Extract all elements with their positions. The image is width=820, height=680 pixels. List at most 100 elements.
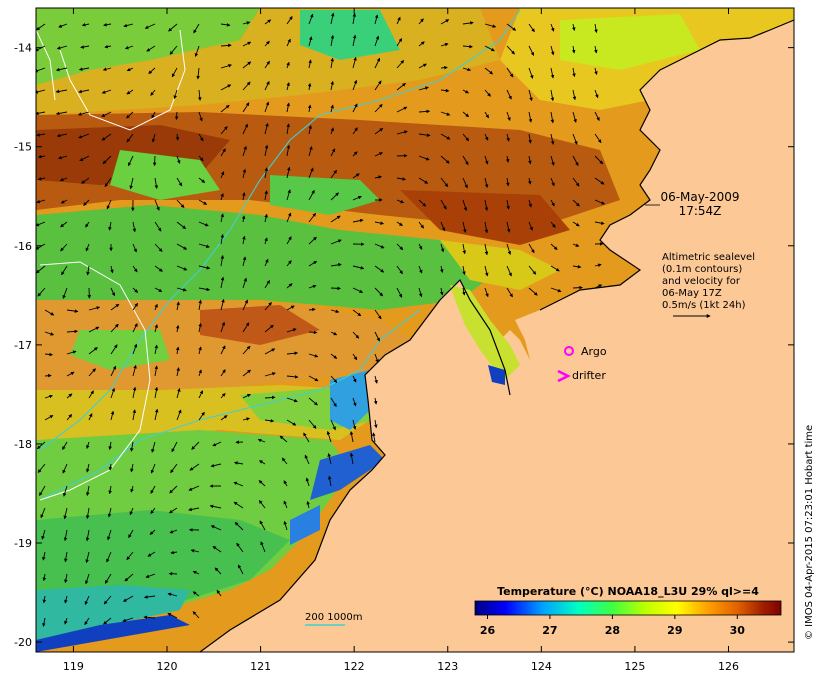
velocity-arrow bbox=[352, 56, 357, 69]
velocity-arrow bbox=[506, 177, 510, 187]
credit-text: © IMOS 04-Apr-2015 07:23:01 Hobart time bbox=[804, 425, 815, 640]
velocity-arrow bbox=[150, 507, 156, 514]
velocity-arrow bbox=[286, 419, 297, 426]
velocity-arrow bbox=[132, 409, 137, 421]
velocity-arrow bbox=[352, 103, 358, 113]
velocity-arrow bbox=[220, 345, 226, 355]
velocity-arrow bbox=[308, 353, 319, 358]
velocity-arrow bbox=[220, 276, 225, 289]
velocity-arrow bbox=[63, 507, 68, 520]
velocity-arrow bbox=[55, 111, 68, 116]
timestamp-time: 17:54Z bbox=[679, 204, 722, 218]
velocity-arrow bbox=[440, 111, 451, 116]
velocity-arrow bbox=[330, 12, 335, 25]
velocity-arrow bbox=[440, 88, 450, 93]
velocity-arrow bbox=[418, 221, 424, 229]
velocity-arrow bbox=[192, 611, 200, 619]
velocity-arrow bbox=[330, 169, 337, 179]
velocity-arrow bbox=[242, 102, 250, 113]
drifter-marker bbox=[557, 369, 571, 383]
velocity-arrow bbox=[147, 551, 156, 557]
velocity-arrow bbox=[102, 155, 112, 165]
velocity-arrow bbox=[418, 41, 425, 47]
velocity-arrow bbox=[242, 235, 246, 245]
velocity-arrow bbox=[258, 500, 266, 509]
velocity-arrow bbox=[308, 125, 312, 135]
velocity-arrow bbox=[64, 551, 68, 563]
velocity-arrow bbox=[352, 375, 357, 383]
velocity-arrow bbox=[330, 309, 340, 314]
velocity-arrow bbox=[242, 256, 247, 267]
velocity-arrow bbox=[462, 221, 467, 233]
timestamp-date: 06-May-2009 bbox=[660, 190, 739, 204]
velocity-arrow bbox=[418, 133, 431, 137]
velocity-arrow bbox=[88, 368, 96, 377]
velocity-arrow bbox=[220, 415, 228, 421]
velocity-arrow bbox=[286, 123, 290, 135]
velocity-arrow bbox=[42, 595, 47, 604]
altimetry-label-5: 0.5m/s (1kt 24h) bbox=[662, 300, 746, 311]
velocity-arrow bbox=[85, 243, 90, 252]
velocity-arrow bbox=[264, 372, 276, 377]
velocity-arrow bbox=[198, 287, 211, 292]
velocity-arrow bbox=[550, 111, 555, 124]
velocity-arrow bbox=[286, 328, 297, 333]
velocity-arrow bbox=[279, 435, 288, 443]
velocity-arrow bbox=[264, 19, 272, 25]
latitude-axis: -14 -15 -16 -17 -18 -19 -20 bbox=[14, 42, 794, 649]
velocity-arrow bbox=[122, 595, 134, 602]
sst-patch bbox=[200, 305, 320, 345]
velocity-arrow bbox=[281, 457, 288, 465]
velocity-arrow bbox=[283, 500, 288, 509]
velocity-arrow bbox=[110, 265, 114, 274]
velocity-arrow bbox=[418, 109, 431, 114]
velocity-arrow bbox=[44, 352, 53, 357]
velocity-arrow bbox=[66, 329, 78, 334]
velocity-arrow bbox=[81, 177, 90, 184]
argo-marker bbox=[564, 346, 574, 356]
altimetry-label-4: 06-May 17Z bbox=[662, 288, 722, 299]
velocity-arrow bbox=[154, 365, 159, 377]
velocity-arrow bbox=[308, 307, 316, 312]
velocity-arrow bbox=[42, 573, 47, 582]
velocity-arrow bbox=[192, 570, 200, 575]
velocity-arrow bbox=[154, 199, 160, 211]
velocity-arrow bbox=[308, 59, 312, 69]
velocity-arrow bbox=[220, 84, 232, 91]
lon-tick-label: 122 bbox=[344, 660, 365, 673]
velocity-arrow bbox=[242, 81, 251, 91]
velocity-arrow bbox=[86, 441, 90, 449]
velocity-arrow bbox=[594, 89, 599, 99]
velocity-arrow bbox=[308, 375, 319, 382]
velocity-arrow bbox=[330, 57, 334, 69]
velocity-arrow bbox=[212, 441, 222, 447]
velocity-arrow bbox=[242, 21, 251, 25]
velocity-arrow bbox=[264, 190, 268, 201]
velocity-arrow bbox=[103, 23, 112, 27]
velocity-arrow bbox=[440, 243, 445, 253]
velocity-arrow bbox=[193, 23, 200, 34]
velocity-arrow bbox=[126, 551, 134, 561]
velocity-arrow bbox=[264, 213, 268, 223]
velocity-arrow bbox=[148, 67, 156, 74]
velocity-arrow bbox=[307, 82, 312, 91]
velocity-arrow bbox=[66, 309, 79, 313]
velocity-arrow bbox=[304, 454, 310, 465]
velocity-arrow bbox=[101, 111, 112, 118]
velocity-arrow bbox=[242, 369, 251, 377]
velocity-arrow bbox=[132, 287, 139, 293]
velocity-arrow bbox=[37, 177, 46, 181]
velocity-arrow bbox=[55, 67, 68, 72]
velocity-arrow bbox=[572, 221, 580, 227]
lat-tick-label: -19 bbox=[14, 537, 32, 550]
velocity-arrow bbox=[286, 82, 290, 91]
velocity-arrow bbox=[132, 243, 137, 253]
sst-patch bbox=[36, 300, 420, 395]
velocity-arrow bbox=[110, 387, 116, 399]
velocity-arrow bbox=[36, 441, 46, 450]
velocity-arrow bbox=[305, 477, 310, 487]
velocity-arrow bbox=[264, 60, 270, 69]
velocity-arrow bbox=[176, 388, 181, 399]
sealevel-contour bbox=[59, 29, 186, 131]
velocity-arrow bbox=[286, 212, 292, 223]
